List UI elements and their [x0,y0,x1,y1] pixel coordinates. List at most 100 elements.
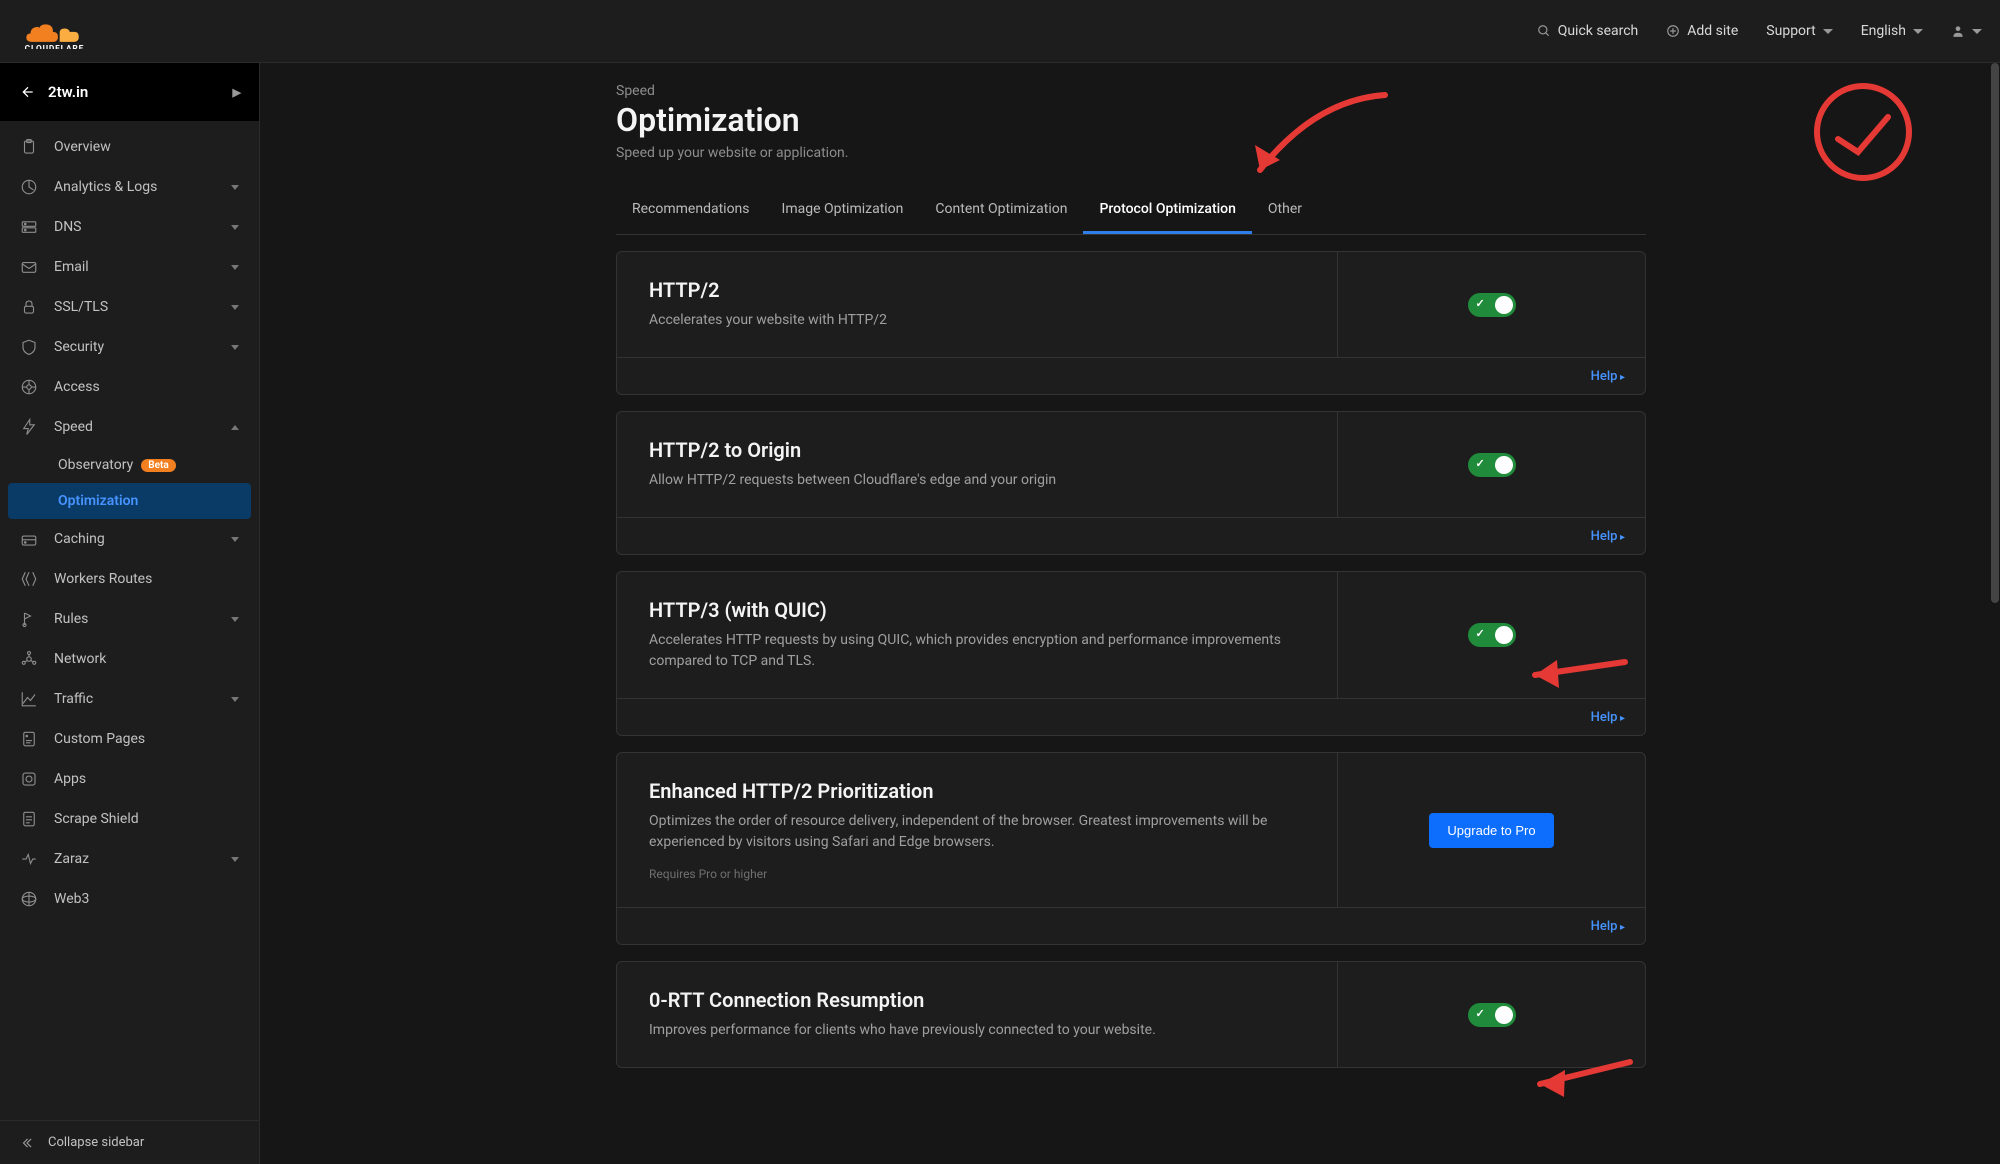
shield-icon [20,338,38,356]
tab-recommendations[interactable]: Recommendations [616,187,766,234]
quick-search-label: Quick search [1558,23,1639,39]
sidebar-item-label: Speed [54,419,215,435]
help-link[interactable]: Help [1591,529,1625,544]
toggle-switch[interactable] [1468,293,1516,317]
topbar: CLOUDFLARE Quick search Add site Support… [0,0,2000,63]
card-description: Improves performance for clients who hav… [649,1020,1305,1041]
chevron-down-icon [231,537,239,542]
page-subtitle: Speed up your website or application. [616,145,1646,161]
sidebar-item-label: Custom Pages [54,731,239,747]
toggle-switch[interactable] [1468,453,1516,477]
support-label: Support [1766,23,1815,39]
sidebar-item-label: DNS [54,219,215,235]
sidebar-item-access[interactable]: Access [0,367,259,407]
sidebar-item-network[interactable]: Network [0,639,259,679]
workers-icon [20,570,38,588]
chevron-down-icon [231,697,239,702]
sidebar-item-traffic[interactable]: Traffic [0,679,259,719]
sidebar-item-overview[interactable]: Overview [0,127,259,167]
chevron-right-icon: ▶ [233,86,241,99]
sidebar-item-custom-pages[interactable]: Custom Pages [0,719,259,759]
dns-icon [20,218,38,236]
sidebar-item-label: Access [54,379,239,395]
chevron-down-icon [231,617,239,622]
setting-card-http-3-with-quic-: HTTP/3 (with QUIC) Accelerates HTTP requ… [616,571,1646,736]
sidebar-item-label: Email [54,259,215,275]
tab-protocol-optimization[interactable]: Protocol Optimization [1083,187,1251,234]
sidebar-item-rules[interactable]: Rules [0,599,259,639]
sidebar-item-label: Rules [54,611,215,627]
tab-image-optimization[interactable]: Image Optimization [766,187,920,234]
svg-text:CLOUDFLARE: CLOUDFLARE [25,44,84,49]
page-title: Optimization [616,101,1646,139]
cloudflare-logo[interactable]: CLOUDFLARE [18,13,118,49]
sidebar-item-zaraz[interactable]: Zaraz [0,839,259,879]
card-title: 0-RTT Connection Resumption [649,988,1305,1012]
sidebar-item-ssl-tls[interactable]: SSL/TLS [0,287,259,327]
collapse-label: Collapse sidebar [48,1135,144,1150]
chevron-down-icon [231,345,239,350]
beta-badge: Beta [141,459,175,472]
subitem-label: Optimization [58,493,138,509]
sidebar-item-email[interactable]: Email [0,247,259,287]
user-menu[interactable] [1951,24,1982,38]
sidebar-item-dns[interactable]: DNS [0,207,259,247]
scrollbar-thumb[interactable] [1991,63,1999,603]
sidebar-item-security[interactable]: Security [0,327,259,367]
sidebar-item-label: Apps [54,771,239,787]
sidebar-subitem-optimization[interactable]: Optimization [8,483,251,519]
setting-card-enhanced-http-2-prioritization: Enhanced HTTP/2 Prioritization Optimizes… [616,752,1646,945]
caret-down-icon [1913,29,1923,34]
tab-other[interactable]: Other [1252,187,1318,234]
site-name: 2tw.in [48,83,88,101]
tabs: RecommendationsImage OptimizationContent… [616,187,1646,235]
site-selector[interactable]: 2tw.in ▶ [0,63,259,121]
help-link[interactable]: Help [1591,710,1625,725]
mail-icon [20,258,38,276]
tab-content-optimization[interactable]: Content Optimization [919,187,1083,234]
access-icon [20,378,38,396]
support-dropdown[interactable]: Support [1766,23,1832,39]
toggle-switch[interactable] [1468,623,1516,647]
sidebar-item-speed[interactable]: Speed [0,407,259,447]
sidebar-item-label: Caching [54,531,215,547]
sidebar-subitem-observatory[interactable]: Observatory Beta [0,447,259,483]
chevron-up-icon [231,425,239,430]
sidebar-item-label: Security [54,339,215,355]
apps-icon [20,770,38,788]
sidebar-item-label: Workers Routes [54,571,239,587]
subitem-label: Observatory [58,457,133,473]
help-link[interactable]: Help [1591,919,1625,934]
card-title: HTTP/2 [649,278,1305,302]
upgrade-button[interactable]: Upgrade to Pro [1429,813,1553,848]
chevron-down-icon [231,857,239,862]
sidebar-item-scrape-shield[interactable]: Scrape Shield [0,799,259,839]
help-link[interactable]: Help [1591,369,1625,384]
bolt-icon [20,418,38,436]
toggle-switch[interactable] [1468,1003,1516,1027]
language-dropdown[interactable]: English [1861,23,1923,39]
sidebar-item-label: Scrape Shield [54,811,239,827]
sidebar-item-web3[interactable]: Web3 [0,879,259,919]
sidebar-item-workers-routes[interactable]: Workers Routes [0,559,259,599]
drive-icon [20,530,38,548]
sidebar-item-label: Zaraz [54,851,215,867]
collapse-sidebar-button[interactable]: Collapse sidebar [0,1120,259,1164]
main-content: Speed Optimization Speed up your website… [260,63,2000,1164]
sidebar-item-apps[interactable]: Apps [0,759,259,799]
sidebar-item-label: SSL/TLS [54,299,215,315]
sidebar-item-analytics-logs[interactable]: Analytics & Logs [0,167,259,207]
caret-down-icon [1823,29,1833,34]
quick-search[interactable]: Quick search [1537,23,1639,39]
chart-icon [20,178,38,196]
card-title: HTTP/2 to Origin [649,438,1305,462]
sidebar: 2tw.in ▶ Overview Analytics & Logs DNS E… [0,63,260,1164]
sidebar-item-label: Analytics & Logs [54,179,215,195]
lock-icon [20,298,38,316]
scrollbar-track[interactable] [1990,63,2000,1164]
chevron-down-icon [231,305,239,310]
add-site-button[interactable]: Add site [1666,23,1738,39]
card-title: HTTP/3 (with QUIC) [649,598,1305,622]
sidebar-item-label: Web3 [54,891,239,907]
sidebar-item-caching[interactable]: Caching [0,519,259,559]
